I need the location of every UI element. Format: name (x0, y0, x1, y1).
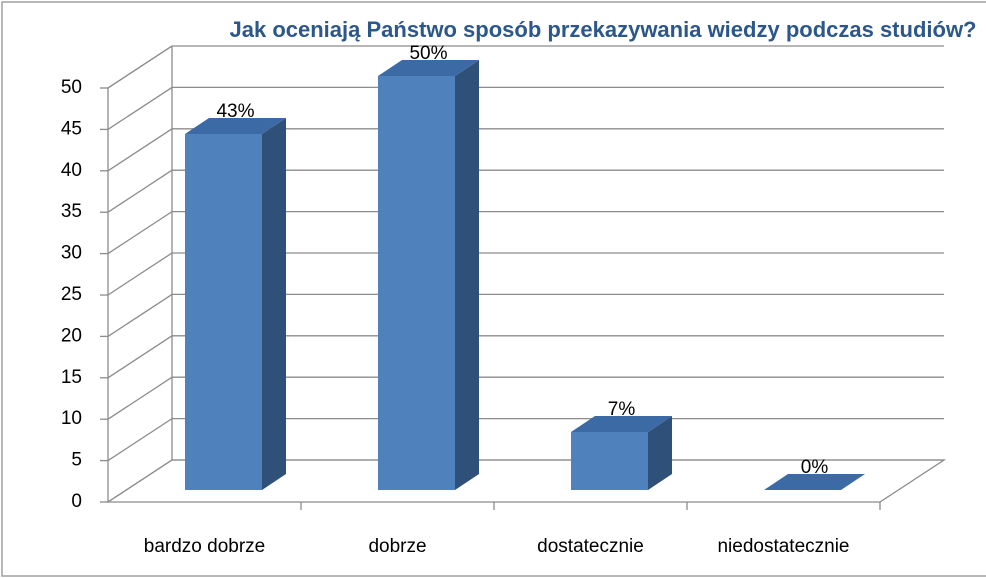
grid-line (107, 252, 944, 296)
grid-line (107, 128, 944, 172)
bar-front (378, 76, 455, 490)
y-tick-label: 45 (61, 118, 82, 139)
grid-line (107, 376, 944, 420)
bar-front (571, 432, 648, 490)
grid-line (107, 86, 944, 130)
grid-line (107, 293, 944, 337)
grid-line (107, 335, 944, 379)
y-tick-label: 5 (71, 450, 82, 471)
bar (571, 416, 672, 490)
x-tick-label: niedostatecznie (717, 536, 849, 557)
grid-line (107, 169, 944, 213)
y-tick-label: 10 (61, 408, 82, 429)
data-label: 7% (608, 399, 636, 420)
grid-line (107, 210, 944, 255)
bar-front (185, 133, 262, 490)
bar-side (262, 117, 286, 491)
x-tick-label: dobrze (368, 536, 426, 557)
data-label: 0% (801, 457, 829, 478)
bar-top (185, 117, 286, 134)
bar (185, 117, 286, 491)
grid-line (107, 45, 944, 89)
y-tick-label: 0 (71, 491, 82, 512)
bar-top (378, 60, 479, 76)
chart-title: Jak oceniają Państwo sposób przekazywani… (229, 17, 977, 42)
data-label: 43% (216, 101, 254, 122)
y-tick-label: 20 (61, 325, 82, 346)
y-tick-label: 35 (61, 201, 82, 222)
bar-top (571, 416, 672, 433)
y-tick-label: 25 (61, 284, 82, 305)
y-tick-label: 40 (61, 160, 82, 181)
data-label: 50% (409, 43, 447, 64)
bar-top (764, 474, 865, 490)
x-tick-label: dostatecznie (537, 536, 644, 557)
bar-side (455, 60, 479, 490)
grid-line (107, 459, 944, 503)
bar (378, 60, 479, 490)
bar (764, 474, 865, 490)
y-tick-label: 30 (61, 243, 82, 264)
x-tick-label: bardzo dobrze (144, 536, 265, 557)
y-tick-label: 50 (61, 77, 82, 98)
bar-side (648, 416, 672, 490)
grid-line (107, 417, 944, 462)
y-tick-label: 15 (61, 367, 82, 388)
